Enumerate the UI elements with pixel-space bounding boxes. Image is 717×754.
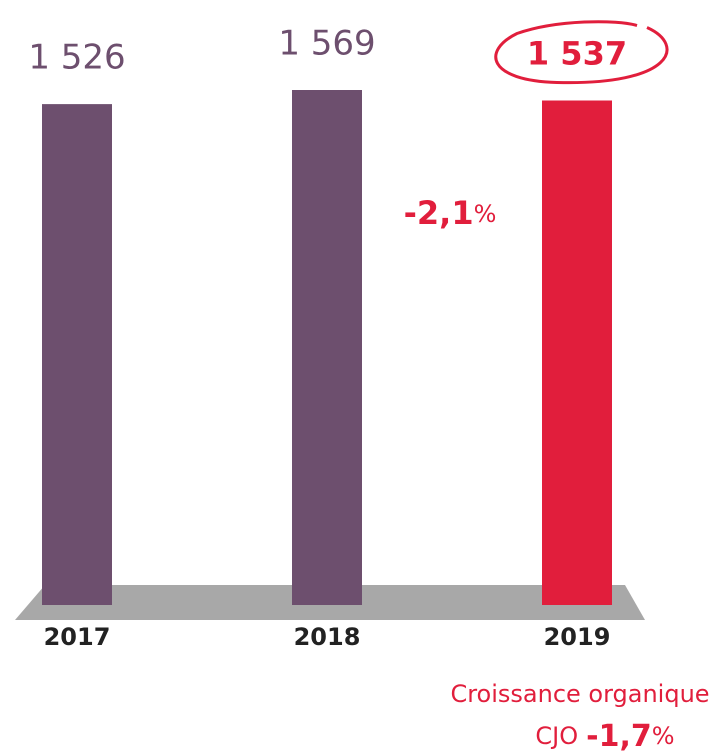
change-value: -2,1 — [404, 194, 474, 232]
organic-growth-annotation: CJO -1,7% — [535, 719, 674, 754]
organic-value: -1,7 — [586, 719, 652, 754]
bar — [42, 104, 112, 606]
organic-prefix: CJO — [535, 722, 578, 750]
organic-growth-label: Croissance organique — [450, 680, 709, 708]
change-unit: % — [474, 200, 497, 228]
x-tick-label: 2018 — [294, 623, 361, 651]
bar — [542, 100, 612, 605]
change-annotation: -2,1% — [404, 194, 497, 232]
value-label: 1 569 — [278, 24, 375, 64]
value-label: 1 537 — [527, 35, 627, 73]
bar — [292, 90, 362, 605]
organic-unit: % — [652, 722, 675, 750]
value-label: 1 526 — [28, 38, 125, 78]
highlight-circle — [494, 20, 669, 85]
x-tick-label: 2019 — [544, 623, 611, 651]
x-tick-label: 2017 — [44, 623, 111, 651]
